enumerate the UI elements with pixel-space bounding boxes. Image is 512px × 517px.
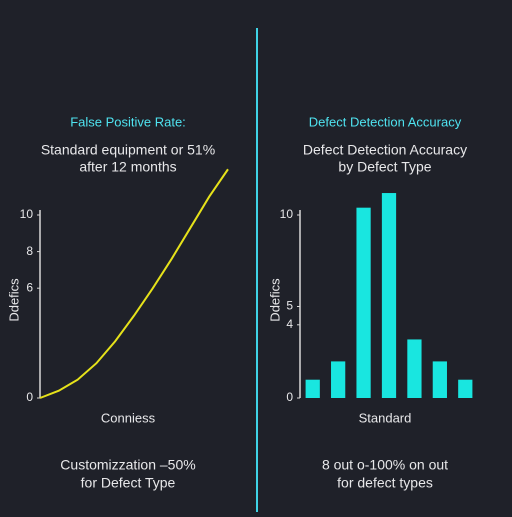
line xyxy=(39,168,229,399)
bar xyxy=(407,339,422,398)
y-axis-label: Ddefics xyxy=(267,278,282,322)
subtitle: Defect Detection Accuracy xyxy=(303,142,467,158)
y-tick-label: 0 xyxy=(286,390,293,404)
y-axis-label: Ddefics xyxy=(6,278,21,322)
bar xyxy=(305,379,320,398)
annotation: for Defect Type xyxy=(81,475,176,491)
bar xyxy=(381,193,397,398)
y-tick-label: 0 xyxy=(26,390,33,404)
y-tick-label: 8 xyxy=(26,244,33,258)
bar xyxy=(432,361,447,398)
bar xyxy=(458,379,473,398)
x-axis-label: Standard xyxy=(359,410,412,425)
y-tick-label: 6 xyxy=(26,280,33,294)
annotation: 8 out o-100% on out xyxy=(322,457,448,473)
subtitle: Standard equipment or 51% xyxy=(41,142,215,158)
y-tick-label: 10 xyxy=(20,207,34,221)
annotation: Customizzation –50% xyxy=(60,457,195,473)
bar xyxy=(356,207,371,398)
panel-title: Defect Detection Accuracy xyxy=(309,114,462,129)
y-tick-label: 5 xyxy=(286,299,293,313)
subtitle: by Defect Type xyxy=(338,159,431,175)
bar xyxy=(331,361,346,398)
y-tick-label: 4 xyxy=(286,317,293,331)
panel-title: False Positive Rate: xyxy=(70,114,186,129)
y-tick-label: 10 xyxy=(280,207,294,221)
subtitle: after 12 months xyxy=(79,159,176,175)
x-axis-label: Conniess xyxy=(101,410,156,425)
annotation: for defect types xyxy=(337,475,433,491)
